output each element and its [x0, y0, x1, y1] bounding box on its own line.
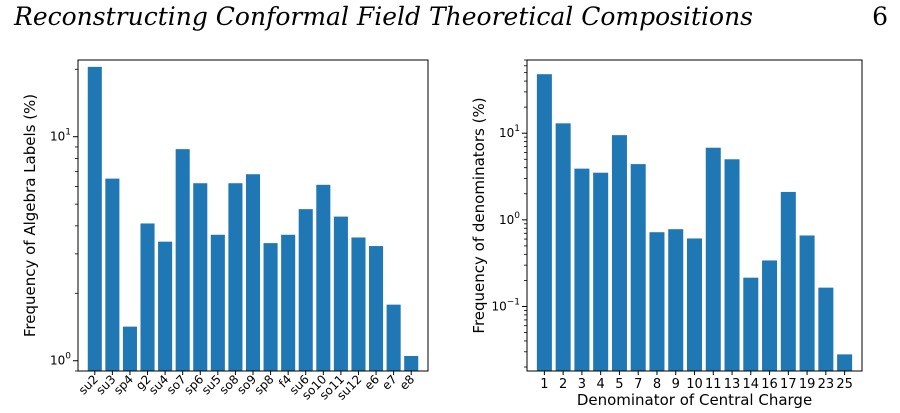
bar-e8: [404, 356, 419, 371]
x-tick-label: 2: [559, 377, 567, 392]
y-tick-label: 100: [50, 352, 71, 368]
bar-su4: [158, 241, 173, 371]
bar-8: [649, 232, 665, 371]
x-tick-label: e8: [397, 372, 418, 393]
bar-14: [743, 277, 759, 371]
x-tick-label: 8: [653, 377, 661, 392]
page-number: 6: [872, 2, 888, 31]
running-title: Reconstructing Conformal Field Theoretic…: [14, 2, 754, 31]
bar-13: [724, 159, 740, 371]
bar-19: [799, 235, 815, 371]
bar-su6: [298, 209, 313, 371]
bar-su2: [87, 66, 102, 372]
bar-11: [705, 147, 721, 371]
bar-so9: [245, 174, 261, 371]
bar-10: [686, 238, 703, 371]
x-tick-label: 1: [540, 377, 548, 392]
x-tick-label: 5: [615, 377, 623, 392]
x-tick-label: sp4: [111, 372, 136, 397]
bar-so8: [228, 183, 243, 371]
y-tick-label: 101: [50, 128, 71, 144]
bar-so10: [316, 184, 331, 371]
bar-23: [818, 287, 834, 371]
bar-e7: [386, 304, 401, 371]
bar-17: [780, 191, 796, 371]
x-tick-label: 25: [836, 377, 853, 392]
bar-16: [762, 260, 778, 371]
x-axis-label: Denominator of Central Charge: [577, 391, 812, 409]
bar-f4: [281, 234, 296, 371]
bar-25: [837, 354, 853, 371]
plot-frame: [526, 59, 863, 372]
x-tick-label: 17: [780, 377, 797, 392]
y-axis-label: Frequency of Algebra Labels (%): [21, 94, 39, 337]
y-tick-label: 101: [499, 124, 520, 140]
x-tick-label: 4: [597, 377, 605, 392]
y-tick-label: 100: [499, 211, 520, 227]
y-tick-label: 10−1: [491, 297, 520, 313]
x-tick-label: sp8: [252, 372, 277, 397]
bar-g2: [140, 223, 155, 371]
bar-3: [574, 168, 590, 371]
bar-sp6: [193, 183, 208, 371]
bar-5: [611, 135, 627, 371]
x-tick-label: 10: [686, 377, 703, 392]
bar-1: [536, 74, 552, 371]
bar-su3: [105, 178, 120, 371]
bar-so7: [175, 149, 190, 371]
bar-9: [668, 229, 684, 371]
bar-2: [555, 123, 571, 372]
bar-so11: [333, 216, 348, 371]
bar-4: [593, 172, 609, 371]
bar-su5: [210, 234, 225, 371]
x-tick-label: 3: [578, 377, 586, 392]
x-tick-label: 13: [724, 377, 741, 392]
plot-frame: [77, 59, 429, 372]
x-tick-label: 9: [672, 377, 680, 392]
bar-sp8: [263, 243, 278, 371]
y-axis-label: Frequency of denominators (%): [470, 97, 488, 333]
x-tick-label: 19: [799, 377, 816, 392]
x-tick-label: 11: [705, 377, 722, 392]
bar-7: [630, 164, 646, 371]
x-tick-label: 14: [743, 377, 760, 392]
x-tick-label: 16: [761, 377, 778, 392]
x-tick-label: 7: [634, 377, 642, 392]
page-header: Reconstructing Conformal Field Theoretic…: [0, 0, 900, 48]
bar-sp4: [122, 326, 137, 371]
bar-e6: [369, 246, 384, 371]
x-tick-label: 23: [818, 377, 835, 392]
bar-su12: [351, 237, 366, 371]
